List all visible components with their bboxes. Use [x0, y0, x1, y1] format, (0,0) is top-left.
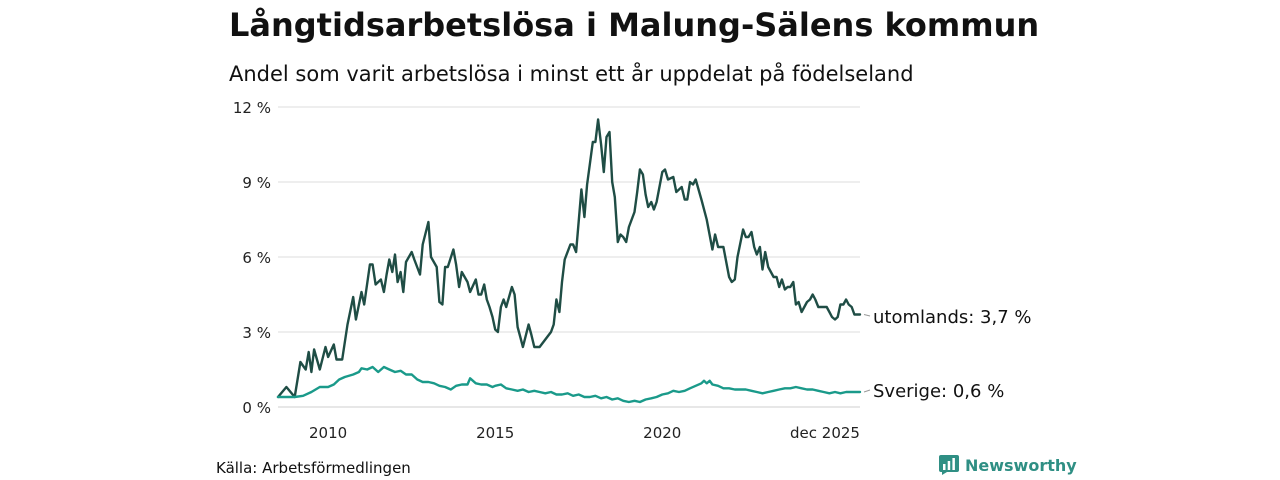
- x-tick-label: 2010: [309, 424, 347, 442]
- y-tick-label: 12 %: [233, 99, 271, 117]
- x-tick-label: dec 2025: [790, 424, 860, 442]
- source-note: Källa: Arbetsförmedlingen: [216, 459, 411, 477]
- chart-title: Långtidsarbetslösa i Malung-Sälens kommu…: [229, 6, 1040, 44]
- end-label-connector: [863, 389, 871, 393]
- series-line-utomlands: [276, 118, 862, 399]
- y-tick-label: 6 %: [242, 249, 271, 267]
- brand-name: Newsworthy: [965, 455, 1077, 475]
- y-tick-label: 3 %: [242, 324, 271, 342]
- end-label-utomlands: utomlands: 3,7 %: [873, 307, 1032, 328]
- newsworthy-logo: Newsworthy: [939, 455, 1077, 475]
- y-tick-label: 9 %: [242, 174, 271, 192]
- y-tick-label: 0 %: [242, 399, 271, 417]
- x-tick-label: 2020: [643, 424, 681, 442]
- chart-subtitle: Andel som varit arbetslösa i minst ett å…: [229, 62, 914, 86]
- end-label-sverige: Sverige: 0,6 %: [873, 381, 1004, 402]
- series-line-sverige: [276, 365, 862, 404]
- x-tick-label: 2015: [476, 424, 514, 442]
- end-label-connector: [863, 314, 871, 317]
- newsworthy-bars-icon: [939, 455, 959, 475]
